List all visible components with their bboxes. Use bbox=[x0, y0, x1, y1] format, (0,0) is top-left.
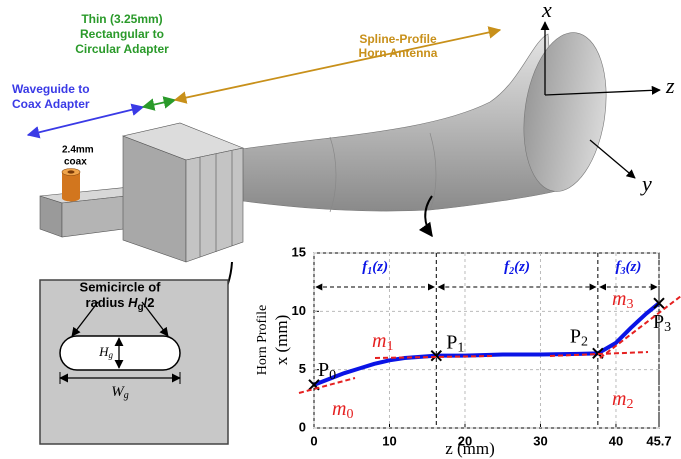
text: (z) bbox=[626, 259, 642, 275]
y-tick-label: 15 bbox=[292, 244, 306, 259]
y-axis-title: Horn Profile bbox=[255, 305, 270, 375]
segment-label: f1(z) bbox=[362, 259, 388, 277]
inset-title: radius Hg/2 bbox=[86, 295, 155, 312]
horn-label: Horn Antenna bbox=[359, 46, 438, 60]
waveguide-label: Coax Adapter bbox=[12, 97, 90, 111]
inset-title: Semicircle of bbox=[80, 279, 162, 294]
text: g bbox=[124, 390, 129, 401]
waveguide-label: Waveguide to bbox=[12, 82, 90, 96]
y-tick-label: 0 bbox=[299, 419, 306, 434]
text: (z) bbox=[372, 259, 388, 275]
adapter-label: Thin (3.25mm) bbox=[81, 12, 162, 26]
text: 2 bbox=[626, 397, 633, 412]
text: 2 bbox=[581, 335, 588, 350]
text: m bbox=[372, 330, 386, 352]
text: 0 bbox=[329, 368, 336, 383]
axis-name: z bbox=[665, 73, 675, 98]
text: m bbox=[332, 398, 346, 420]
adapter-label: Circular Adapter bbox=[75, 42, 169, 56]
adapter-label: Rectangular to bbox=[80, 27, 164, 41]
x-tick-label: 45.7 bbox=[646, 433, 671, 448]
text: radius bbox=[86, 295, 129, 310]
text: m bbox=[612, 288, 626, 310]
waveguide-arrow bbox=[28, 107, 143, 135]
point-label: P3 bbox=[653, 311, 671, 336]
x-tick-label: 30 bbox=[533, 433, 547, 448]
text: 0 bbox=[346, 407, 353, 422]
text: g bbox=[109, 350, 114, 360]
text: 3 bbox=[664, 320, 671, 335]
page: {"labels": { "horn": ["Spline-Profile", … bbox=[0, 0, 681, 459]
horn-model bbox=[40, 27, 616, 262]
segment-label: f3(z) bbox=[616, 259, 642, 277]
coax-label: coax bbox=[64, 157, 87, 168]
x-tick-label: 0 bbox=[310, 433, 317, 448]
axis-name: x bbox=[541, 0, 552, 22]
text: P bbox=[570, 325, 581, 347]
x-tick-label: 10 bbox=[382, 433, 396, 448]
x-axis-title: z (mm) bbox=[445, 439, 495, 458]
coax-label: 2.4mm bbox=[62, 145, 94, 156]
text: P bbox=[318, 358, 329, 380]
axis-name: y bbox=[640, 171, 652, 196]
text: 1 bbox=[386, 339, 393, 354]
text: 3 bbox=[626, 297, 633, 312]
text: m bbox=[612, 388, 626, 410]
y-tick-label: 5 bbox=[299, 361, 306, 376]
text: P bbox=[446, 331, 457, 353]
adapter-arrow bbox=[143, 100, 175, 107]
text: /2 bbox=[144, 295, 155, 310]
x-tick-label: 40 bbox=[609, 433, 623, 448]
plot-frame bbox=[314, 253, 659, 428]
horn-label: Spline-Profile bbox=[359, 32, 437, 46]
text: (z) bbox=[514, 259, 530, 275]
y-axis-title: x (mm) bbox=[272, 315, 291, 366]
figure: Spline-Profile Horn Antenna Thin (3.25mm… bbox=[0, 0, 681, 459]
horn-arrow bbox=[175, 30, 500, 100]
text: H bbox=[98, 344, 109, 359]
y-tick-label: 10 bbox=[292, 303, 306, 318]
text: 1 bbox=[457, 341, 464, 356]
segment-label: f2(z) bbox=[504, 259, 530, 277]
